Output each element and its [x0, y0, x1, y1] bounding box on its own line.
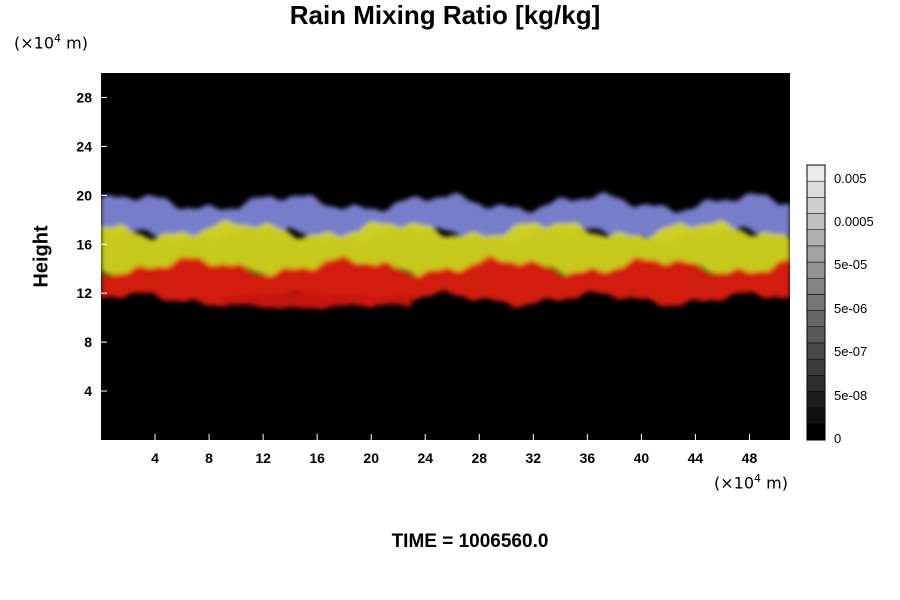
colorbar-label: 5e-07: [834, 344, 867, 359]
y-tick-label: 16: [76, 236, 92, 252]
colorbar-swatch: [806, 277, 826, 295]
x-tick-label: 32: [526, 450, 542, 466]
colorbar-label: 5e-08: [834, 388, 867, 403]
colorbar-swatch: [806, 229, 826, 247]
x-tick-label: 36: [580, 450, 596, 466]
x-tick-label: 28: [471, 450, 487, 466]
x-tick-label: 44: [688, 450, 704, 466]
colorbar-swatch: [806, 261, 826, 279]
colorbar-swatch: [806, 213, 826, 230]
x-tick-label: 40: [634, 450, 650, 466]
colorbar-swatch: [806, 407, 826, 425]
colorbar-swatch: [806, 342, 826, 360]
x-tick-label: 48: [742, 450, 758, 466]
colorbar-frame: [806, 164, 826, 441]
colorbar-swatch: [806, 358, 826, 376]
colorbar-swatch: [806, 310, 826, 328]
y-tick-label: 24: [76, 138, 92, 154]
x-tick-label: 16: [309, 450, 325, 466]
time-label: TIME = 1006560.0: [391, 531, 549, 552]
x-tick-label: 8: [205, 450, 213, 466]
colorbar-swatch: [806, 391, 826, 408]
y-tick-label: 4: [84, 383, 92, 399]
colorbar-label: 5e-05: [834, 257, 867, 272]
colorbar-swatch: [806, 423, 826, 441]
colorbar-label: 0: [834, 431, 841, 446]
colorbar-swatch: [806, 197, 826, 214]
x-tick-label: 20: [363, 450, 379, 466]
x-tick-label: 4: [151, 450, 159, 466]
colorbar-swatch: [806, 245, 826, 263]
y-tick-label: 20: [76, 187, 92, 203]
colorbar-swatch: [806, 164, 826, 182]
x-tick-label: 12: [255, 450, 271, 466]
chart-title: Rain Mixing Ratio [kg/kg]: [289, 0, 601, 30]
colorbar-swatch: [806, 375, 826, 392]
colorbar-label: 0.0005: [834, 214, 874, 229]
colorbar-swatch: [806, 326, 826, 344]
colorbar-swatch: [806, 180, 826, 198]
x-axis-unit: (×104 m): [714, 472, 788, 493]
x-tick-label: 24: [417, 450, 433, 466]
y-tick-label: 12: [76, 285, 92, 301]
field-layer-yellow: [101, 219, 790, 278]
y-tick-label: 8: [84, 334, 92, 350]
colorbar-label: 5e-06: [834, 301, 867, 316]
field-layer-lower-red: [222, 291, 412, 310]
y-axis-unit: (×104 m): [14, 32, 88, 53]
colorbar-swatch: [806, 294, 826, 311]
colorbar-label: 0.005: [834, 171, 867, 186]
y-tick-label: 28: [76, 89, 92, 105]
